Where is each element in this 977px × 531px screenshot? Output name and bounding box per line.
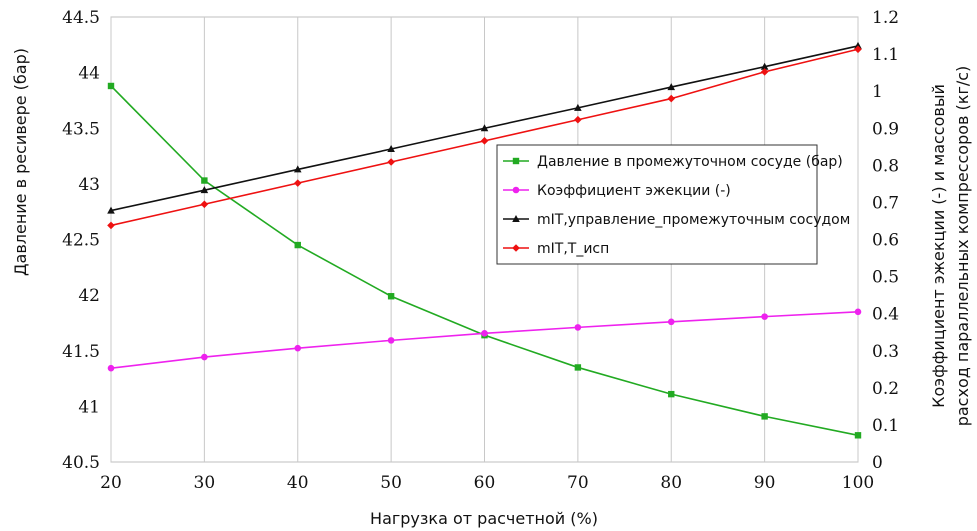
right-y-tick-label: 0.4 bbox=[872, 305, 899, 325]
legend-label: Давление в промежуточном сосуде (бар) bbox=[537, 154, 843, 170]
legend-swatch-marker bbox=[512, 157, 520, 165]
legend-item: Коэффициент эжекции (-) bbox=[503, 183, 731, 199]
mit-vessel-series-point bbox=[480, 124, 489, 132]
mit-tisp-series-point bbox=[574, 115, 582, 124]
legend-item: mIT,управление_промежуточным сосудом bbox=[503, 212, 850, 228]
mit-vessel-series-point bbox=[854, 41, 862, 49]
right-y-tick-label: 0.7 bbox=[872, 193, 899, 213]
mit-vessel-series-point bbox=[667, 83, 676, 91]
ejection-series-point bbox=[294, 344, 302, 352]
right-axis-title-line1: Коэффициент эжекции (-) и массовый bbox=[929, 84, 948, 408]
mit-tisp-series bbox=[107, 45, 862, 230]
ejection-series-point bbox=[107, 364, 115, 372]
x-tick-label: 80 bbox=[660, 473, 682, 493]
ejection-series-point bbox=[574, 324, 582, 331]
x-tick-label: 100 bbox=[842, 473, 874, 493]
mit-tisp-series-point bbox=[760, 68, 769, 76]
left-y-tick-label: 44.5 bbox=[62, 8, 100, 28]
right-axis-title-line2: расход параллельных компрессоров (кг/с) bbox=[953, 66, 972, 427]
left-y-tick-label: 42 bbox=[78, 286, 100, 306]
legend-item: mIT,T_исп bbox=[503, 241, 609, 257]
legend-label: mIT,T_исп bbox=[537, 241, 609, 257]
ejection-series-point bbox=[387, 337, 395, 344]
pressure-series-point bbox=[574, 364, 582, 371]
mit-vessel-series-point bbox=[293, 165, 302, 173]
left-y-tick-label: 43 bbox=[78, 175, 100, 195]
mit-tisp-series-point bbox=[200, 200, 209, 209]
legend-label: mIT,управление_промежуточным сосудом bbox=[537, 212, 850, 228]
mit-vessel-series-point bbox=[200, 186, 209, 194]
ejection-series bbox=[107, 308, 862, 372]
x-tick-label: 70 bbox=[567, 473, 589, 493]
legend-swatch-marker bbox=[512, 215, 520, 222]
pressure-series-point bbox=[107, 82, 115, 90]
pressure-series-point bbox=[761, 413, 768, 420]
right-y-tick-label: 1 bbox=[872, 82, 883, 102]
x-tick-label: 60 bbox=[474, 473, 496, 493]
legend-items: Давление в промежуточном сосуде (бар) Коэ… bbox=[503, 154, 850, 257]
mit-vessel-series-point bbox=[574, 103, 582, 111]
series-layer bbox=[107, 41, 862, 439]
mit-tisp-series-point bbox=[293, 179, 302, 187]
right-y-tick-label: 1.2 bbox=[872, 8, 899, 28]
x-axis-title: Нагрузка от расчетной (%) bbox=[370, 509, 598, 528]
mit-vessel-series bbox=[107, 41, 862, 214]
mit-tisp-series-point bbox=[387, 158, 395, 166]
legend-item: Давление в промежуточном сосуде (бар) bbox=[503, 154, 843, 170]
legend-box bbox=[496, 144, 818, 265]
x-tick-label: 90 bbox=[754, 473, 776, 493]
pressure-series-point bbox=[294, 241, 301, 249]
left-y-tick-label: 42.5 bbox=[62, 231, 100, 251]
right-y-tick-label: 0.6 bbox=[872, 231, 899, 251]
ejection-series-point bbox=[201, 353, 208, 361]
tick-labels: 20 30 40 50 60 70 80 90 100 40.5 41 41.5 42 42.5 43 43.… bbox=[62, 8, 899, 493]
mit-tisp-series-point bbox=[480, 137, 489, 145]
pressure-series-point bbox=[668, 390, 675, 398]
mit-tisp-series-point bbox=[854, 45, 862, 54]
ejection-series-point bbox=[481, 330, 488, 337]
pressure-series-point bbox=[387, 293, 395, 300]
pressure-series-point bbox=[854, 432, 862, 439]
x-tick-label: 20 bbox=[100, 473, 122, 493]
mit-vessel-series-point bbox=[760, 62, 769, 70]
x-tick-label: 50 bbox=[380, 473, 402, 493]
right-y-tick-label: 0.9 bbox=[872, 119, 899, 139]
right-y-tick-label: 0.1 bbox=[872, 416, 899, 436]
mit-vessel-series-point bbox=[387, 145, 395, 153]
ejection-series-point bbox=[854, 308, 862, 316]
left-y-tick-label: 41.5 bbox=[62, 342, 100, 362]
right-y-tick-label: 0.8 bbox=[872, 156, 899, 176]
left-y-tick-label: 41 bbox=[78, 397, 100, 417]
right-y-tick-label: 1.1 bbox=[872, 45, 899, 65]
legend: Давление в промежуточном сосуде (бар) Коэ… bbox=[496, 144, 850, 265]
ejection-series-point bbox=[667, 318, 675, 326]
right-y-tick-label: 0.3 bbox=[872, 342, 899, 362]
right-y-tick-label: 0 bbox=[872, 453, 883, 473]
mit-tisp-series-point bbox=[667, 94, 676, 103]
left-y-tick-label: 44 bbox=[78, 64, 100, 84]
pressure-series-point bbox=[201, 177, 208, 184]
left-y-tick-label: 40.5 bbox=[62, 453, 100, 473]
left-y-tick-label: 43.5 bbox=[62, 119, 100, 139]
right-y-tick-label: 0.2 bbox=[872, 379, 899, 399]
legend-swatch-marker bbox=[512, 244, 520, 252]
ejection-series-point bbox=[761, 313, 768, 320]
x-tick-label: 30 bbox=[194, 473, 216, 493]
legend-label: Коэффициент эжекции (-) bbox=[537, 183, 731, 199]
left-axis-title: Давление в ресивере (бар) bbox=[11, 48, 30, 276]
mit-vessel-series-point bbox=[107, 206, 115, 214]
right-y-tick-label: 0.5 bbox=[872, 268, 899, 288]
legend-swatch-marker bbox=[512, 186, 520, 194]
mit-tisp-series-point bbox=[107, 221, 115, 230]
x-tick-label: 40 bbox=[287, 473, 309, 493]
